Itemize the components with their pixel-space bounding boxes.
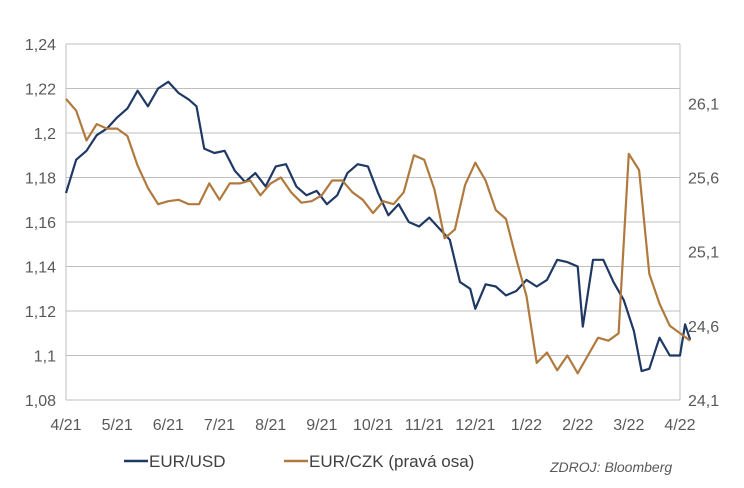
left-tick-label: 1,16 — [25, 215, 56, 232]
x-tick-label: 7/21 — [204, 417, 235, 434]
right-tick-label: 24,6 — [688, 319, 719, 336]
legend: EUR/USD EUR/CZK (pravá osa) — [124, 452, 474, 471]
x-tick-label: 1/22 — [511, 417, 542, 434]
series-lines — [64, 80, 692, 375]
right-axis-tick-labels: 24,1 24,6 25,1 25,6 26,1 — [688, 96, 719, 410]
left-tick-label: 1,22 — [25, 82, 56, 99]
right-tick-label: 24,1 — [688, 393, 719, 410]
x-tick-label: 12/21 — [455, 417, 495, 434]
left-axis-tick-labels: 1,08 1,1 1,12 1,14 1,16 1,18 1,2 1,22 1,24 — [25, 37, 56, 410]
left-tick-label: 1,1 — [34, 349, 56, 366]
x-tick-label: 6/21 — [153, 417, 184, 434]
x-tick-label: 5/21 — [102, 417, 133, 434]
x-tick-label: 8/21 — [255, 417, 286, 434]
left-tick-label: 1,24 — [25, 37, 56, 54]
legend-label-eur-czk: EUR/CZK (pravá osa) — [309, 452, 474, 471]
series-line-eur-usd — [64, 80, 692, 373]
left-tick-label: 1,18 — [25, 171, 56, 188]
legend-label-eur-usd: EUR/USD — [149, 452, 226, 471]
x-tick-label: 9/21 — [306, 417, 337, 434]
x-tick-label: 10/21 — [353, 417, 393, 434]
right-tick-label: 25,6 — [688, 171, 719, 188]
left-tick-label: 1,08 — [25, 393, 56, 410]
gridlines — [66, 43, 680, 401]
left-tick-label: 1,2 — [34, 126, 56, 143]
right-tick-label: 26,1 — [688, 96, 719, 113]
x-tick-label: 2/22 — [562, 417, 593, 434]
x-axis-tick-labels: 4/21 5/21 6/21 7/21 8/21 9/21 10/21 11/21 12/21 1… — [50, 417, 695, 434]
series-line-eur-czk — [65, 98, 691, 375]
left-tick-label: 1,12 — [25, 304, 56, 321]
left-tick-label: 1,14 — [25, 260, 56, 277]
x-tick-label: 3/22 — [613, 417, 644, 434]
source-note: ZDROJ: Bloomberg — [549, 459, 672, 475]
x-tick-label: 4/22 — [664, 417, 695, 434]
x-tick-label: 4/21 — [50, 417, 81, 434]
x-tick-label: 11/21 — [405, 417, 444, 434]
right-tick-label: 25,1 — [688, 245, 719, 262]
